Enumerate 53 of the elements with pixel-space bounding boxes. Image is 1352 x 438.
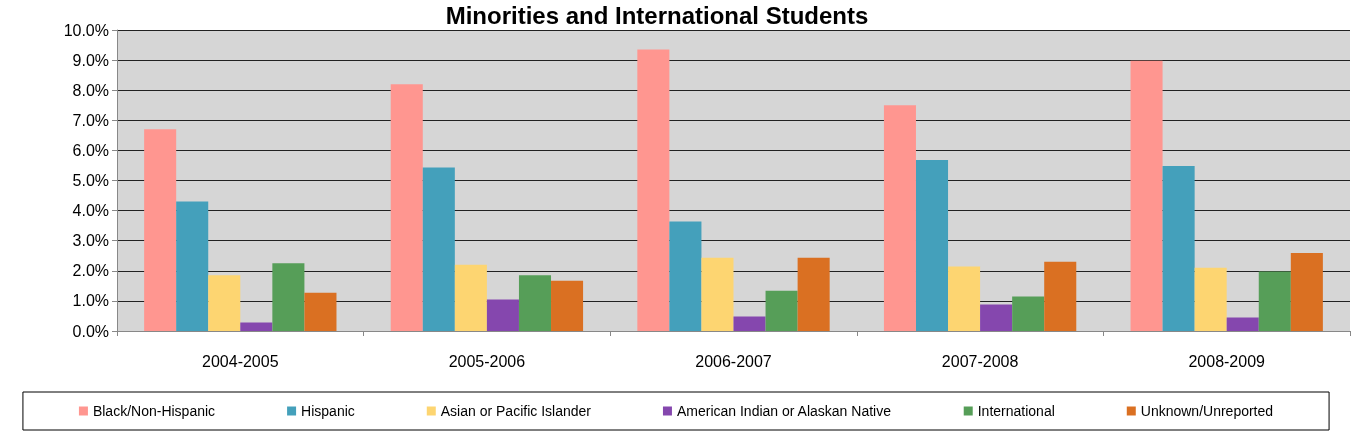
bar xyxy=(1290,253,1323,331)
bar xyxy=(1226,317,1259,331)
bar xyxy=(208,275,241,331)
y-tick-label: 9.0% xyxy=(72,51,109,69)
bar xyxy=(733,316,766,331)
y-tick-label: 1.0% xyxy=(72,292,109,310)
bar xyxy=(1258,271,1291,331)
bar xyxy=(797,257,830,331)
x-tick-label: 2004-2005 xyxy=(202,352,279,370)
y-tick-label: 4.0% xyxy=(72,202,109,220)
bar xyxy=(669,221,702,331)
x-tick-label: 2005-2006 xyxy=(448,352,526,370)
x-tick-label: 2008-2009 xyxy=(1188,352,1266,370)
bar xyxy=(144,129,177,331)
y-tick-label: 3.0% xyxy=(72,232,109,250)
bar xyxy=(1162,166,1195,331)
bar xyxy=(1044,261,1077,331)
legend-label: Black/Non-Hispanic xyxy=(92,403,216,419)
bar xyxy=(272,263,305,331)
y-tick-label: 0.0% xyxy=(72,322,109,340)
bar xyxy=(1130,60,1163,331)
bar xyxy=(980,304,1013,331)
legend-label: American Indian or Alaskan Native xyxy=(676,403,892,419)
legend-label: Asian or Pacific Islander xyxy=(440,403,592,419)
legend-label: Hispanic xyxy=(301,403,355,419)
chart-title: Minorities and International Students xyxy=(445,1,869,29)
y-tick-label: 2.0% xyxy=(72,262,109,280)
legend-label: International xyxy=(977,403,1055,419)
bar xyxy=(176,201,209,331)
y-tick-label: 8.0% xyxy=(72,81,109,99)
bar xyxy=(422,167,455,331)
legend-label: Unknown/Unreported xyxy=(1140,403,1274,419)
bar xyxy=(1012,296,1045,331)
bar xyxy=(765,290,798,331)
y-tick-label: 5.0% xyxy=(72,172,109,189)
y-tick-label: 10.0% xyxy=(63,21,109,39)
bar xyxy=(883,105,916,331)
bar xyxy=(915,160,949,331)
bar xyxy=(551,280,584,331)
bar xyxy=(486,299,519,331)
y-tick-label: 6.0% xyxy=(72,141,109,159)
bar xyxy=(390,84,423,331)
bar xyxy=(637,49,670,331)
bar xyxy=(701,257,734,331)
x-tick-label: 2006-2007 xyxy=(695,352,772,370)
y-tick-label: 7.0% xyxy=(72,111,109,129)
bar xyxy=(948,266,981,331)
bar xyxy=(454,264,487,331)
x-tick-label: 2007-2008 xyxy=(941,352,1019,370)
bar xyxy=(1194,267,1227,331)
bar xyxy=(518,275,552,331)
bar xyxy=(240,322,273,331)
bar xyxy=(304,292,337,331)
